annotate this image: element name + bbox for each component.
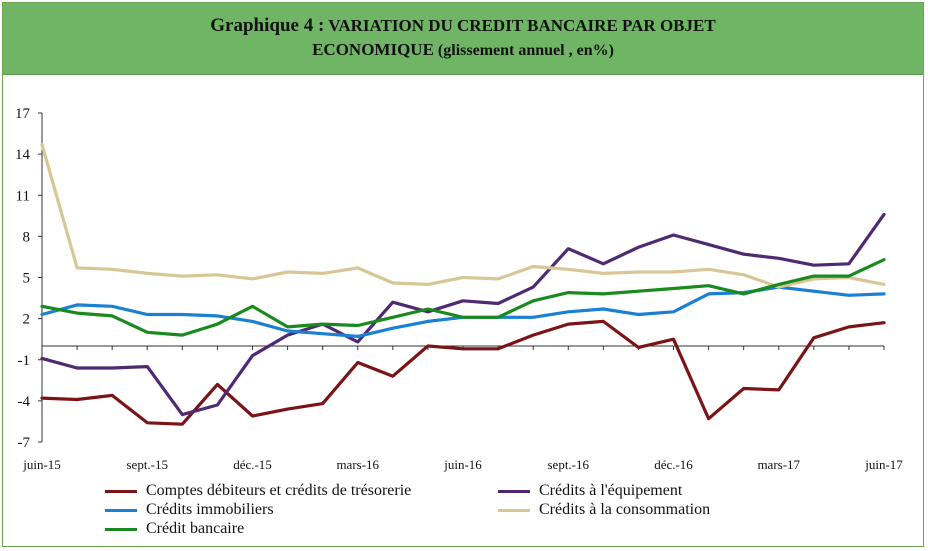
x-tick-label: déc.-16 (654, 457, 693, 472)
chart-title-line-2: ECONOMIQUE (glissement annuel , en%) (3, 40, 923, 60)
x-tick-label: juin-16 (443, 457, 482, 472)
series-line-2 (40, 212, 886, 417)
y-tick-label: 5 (23, 271, 31, 287)
series-line-3 (40, 285, 886, 338)
series-line-5 (40, 258, 886, 337)
x-tick-label: mars-17 (757, 457, 800, 472)
chart-title-line-1: Graphique 4 : VARIATION DU CREDIT BANCAI… (3, 15, 923, 37)
x-tick-label: juin-15 (22, 457, 61, 472)
x-tick-label: mars-16 (336, 457, 379, 472)
chart-title-main: ECONOMIQUE (312, 40, 434, 59)
x-tick-label: déc.-15 (233, 457, 272, 472)
x-tick-label: sept.-15 (126, 457, 168, 472)
y-tick-label: 17 (15, 106, 31, 122)
x-tick-label: juin-17 (864, 457, 903, 472)
chart-header: Graphique 4 : VARIATION DU CREDIT BANCAI… (3, 3, 923, 75)
y-tick-label: -7 (18, 435, 31, 451)
y-tick-label: 11 (16, 188, 30, 204)
y-tick-label: 14 (15, 147, 31, 163)
chart-title-text: VARIATION DU CREDIT BANCAIRE PAR OBJET (324, 16, 716, 35)
x-tick-label: sept.-16 (547, 457, 589, 472)
series-line-1 (40, 319, 886, 426)
y-tick-label: 8 (23, 229, 31, 245)
y-tick-label: -4 (18, 394, 31, 410)
chart-axes: 17 14 11 8 5 2 -1 -4 -7 juin-15 sept.-15 déc.-15 mar… (15, 106, 903, 472)
chart-title-lead: Graphique 4 : (210, 15, 325, 36)
chart-title-subtitle: (glissement annuel , en%) (433, 42, 614, 59)
y-tick-label: 2 (23, 312, 31, 328)
y-tick-label: -1 (18, 353, 31, 369)
series-line-4 (40, 142, 886, 289)
chart-series-lines (40, 142, 886, 426)
